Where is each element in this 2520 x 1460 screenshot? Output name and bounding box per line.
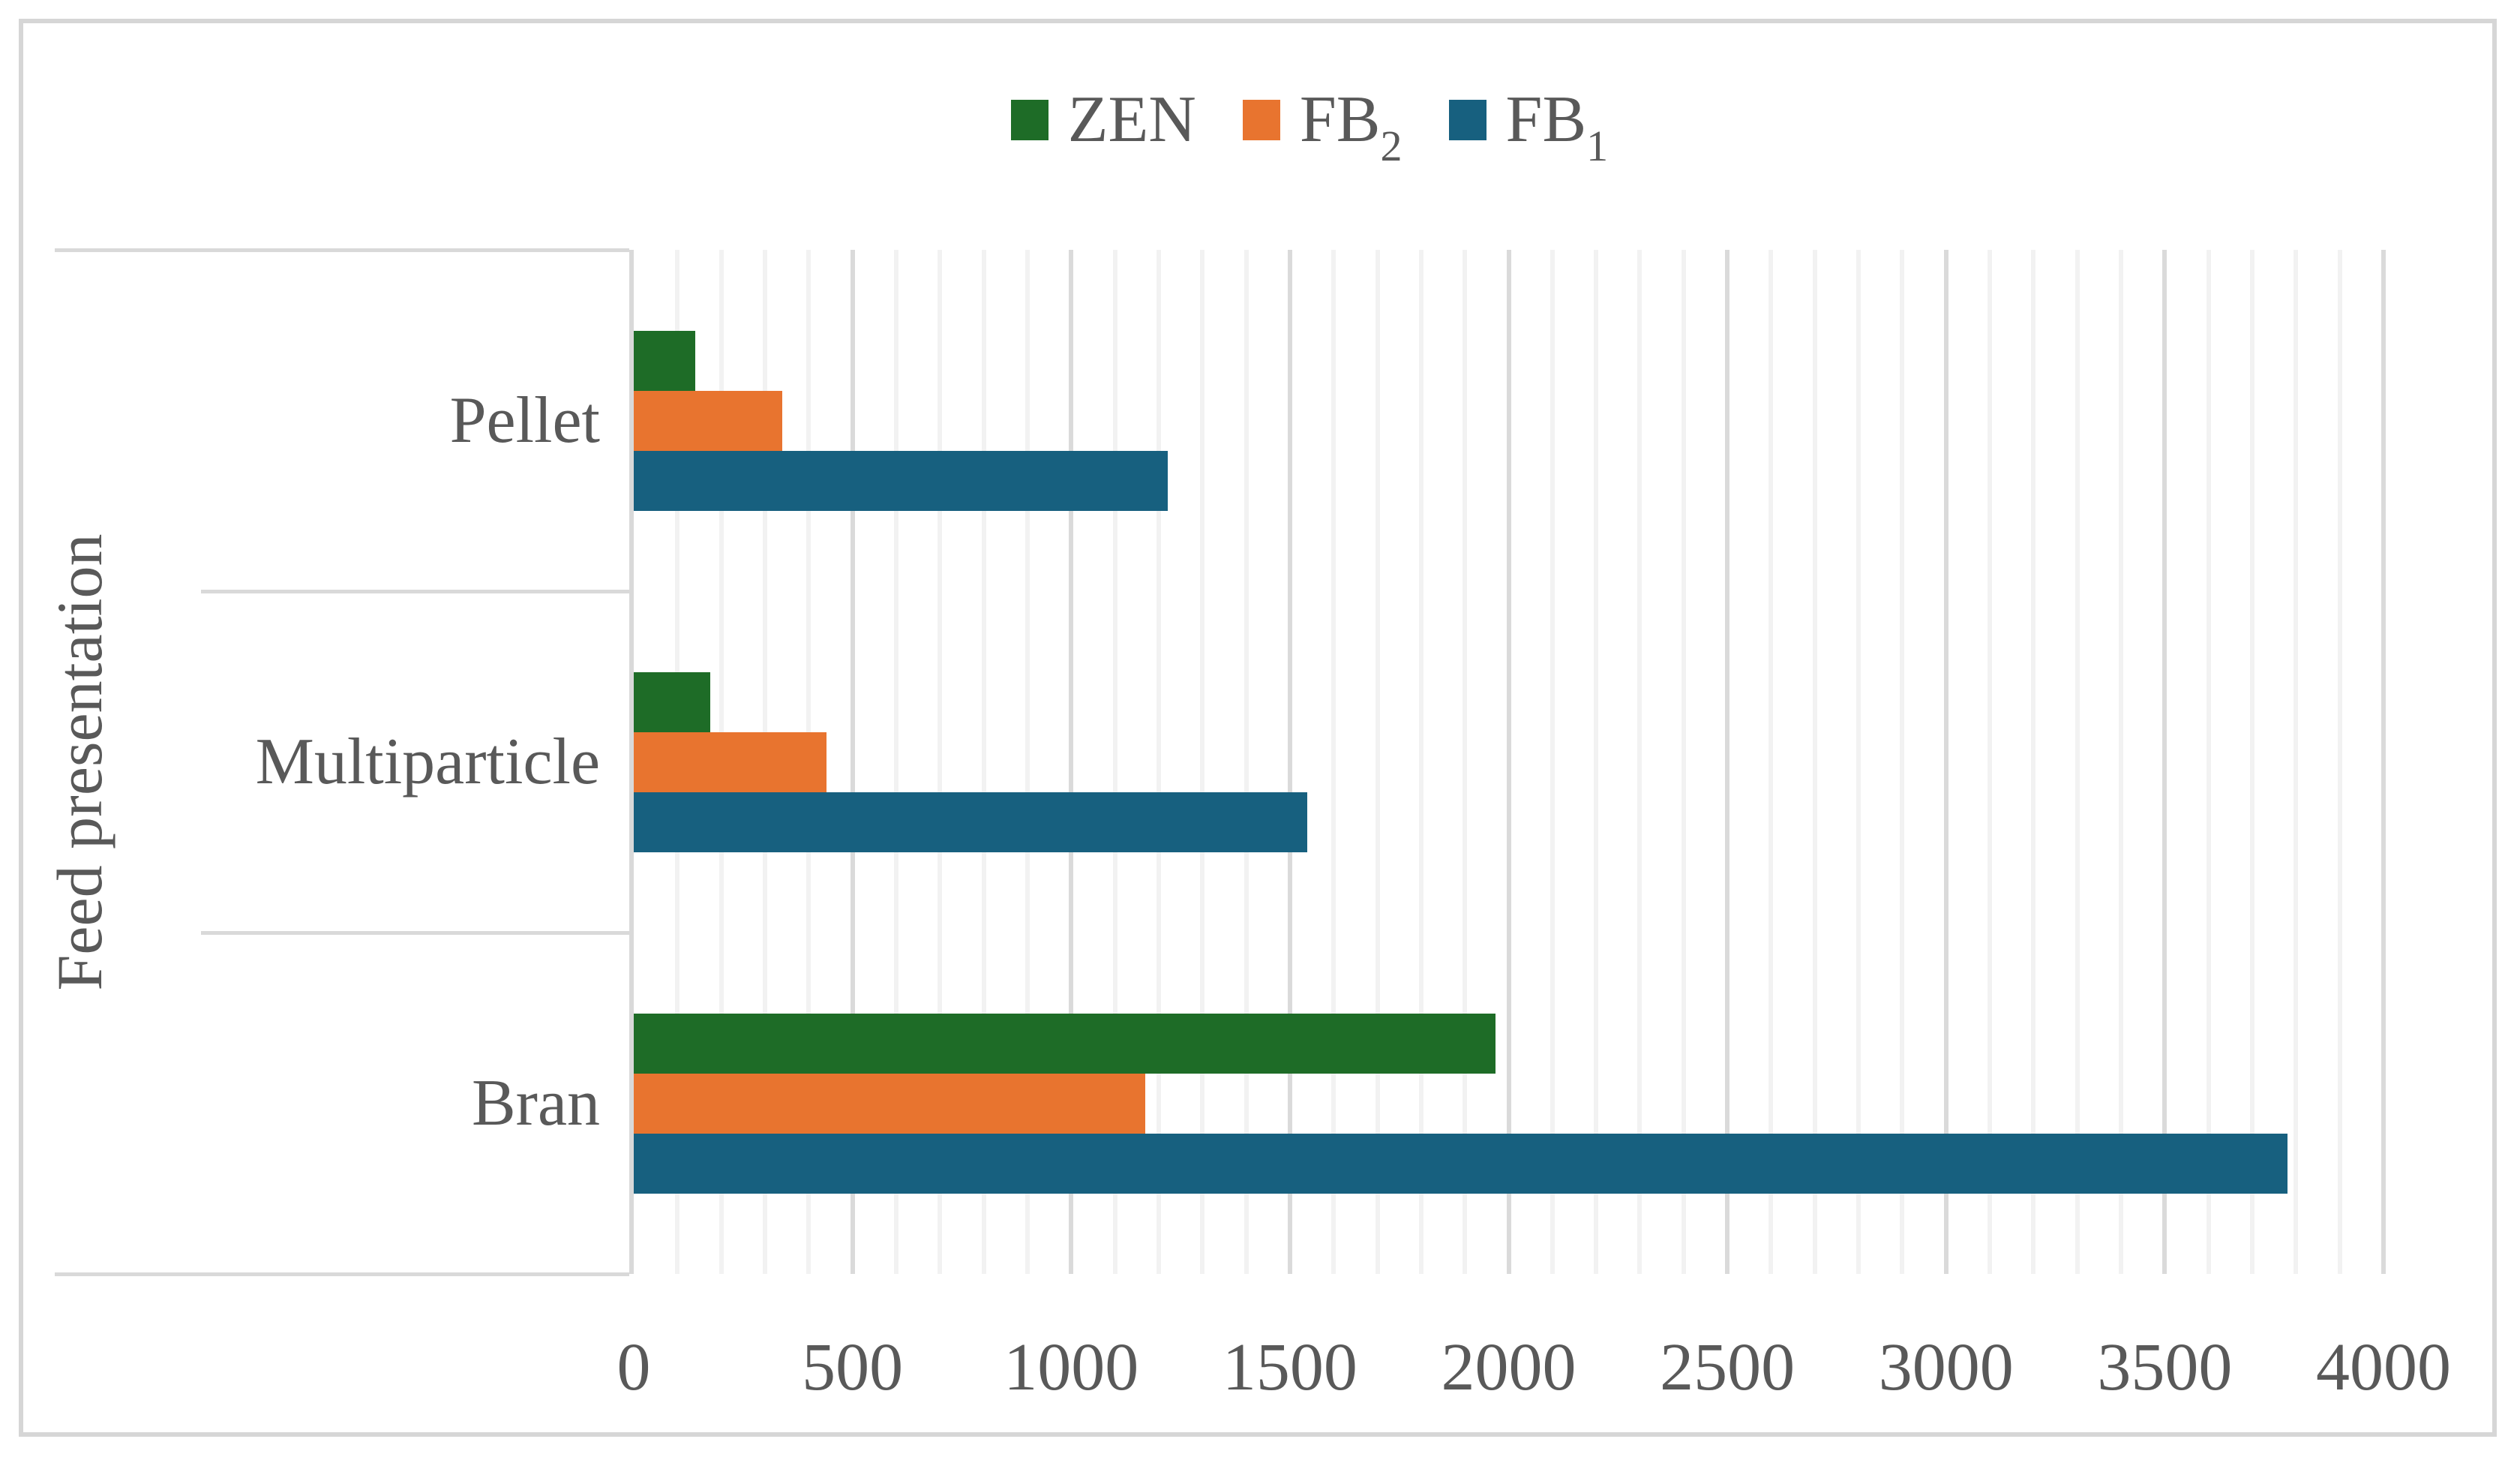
- bar-pellet-fb2: [634, 390, 783, 451]
- bar-bran-zen: [634, 1013, 1496, 1074]
- bar-multiparticle-fb1: [634, 792, 1308, 852]
- chart-legend: ZEN FB2 FB1: [99, 81, 2520, 170]
- gridline-minor-600: [893, 250, 898, 1274]
- x-tick-label-4000: 4000: [2316, 1330, 2451, 1404]
- legend-label-fb2: FB2: [1299, 83, 1402, 170]
- bar-pellet-fb1: [634, 450, 1168, 511]
- x-tick-label-3000: 3000: [1878, 1330, 2014, 1404]
- legend-item-zen: ZEN: [1010, 83, 1196, 156]
- x-tick-label-1000: 1000: [1004, 1330, 1139, 1404]
- category-divider-3: [55, 1272, 629, 1276]
- gridline-minor-2700: [1812, 250, 1817, 1274]
- gridline-minor-2200: [1594, 250, 1599, 1274]
- legend-swatch-fb1: [1448, 100, 1486, 140]
- category-divider-2: [201, 931, 629, 935]
- category-divider-0: [55, 248, 629, 252]
- gridline-minor-3200: [2031, 250, 2036, 1274]
- bar-multiparticle-fb2: [634, 732, 826, 792]
- gridline-major-1000: [1069, 250, 1074, 1274]
- gridline-minor-1400: [1244, 250, 1249, 1274]
- gridline-minor-2600: [1768, 250, 1774, 1274]
- gridline-minor-1900: [1462, 250, 1468, 1274]
- bar-bran-fb2: [634, 1073, 1146, 1134]
- gridline-minor-1300: [1200, 250, 1205, 1274]
- gridline-minor-3600: [2206, 250, 2211, 1274]
- gridline-minor-2800: [1856, 250, 1862, 1274]
- gridline-minor-700: [938, 250, 943, 1274]
- gridline-minor-3700: [2250, 250, 2255, 1274]
- gridline-minor-2300: [1637, 250, 1642, 1274]
- gridline-minor-2900: [1900, 250, 1905, 1274]
- gridline-major-2500: [1725, 250, 1730, 1274]
- category-divider-1: [201, 590, 629, 593]
- gridline-minor-3900: [2337, 250, 2342, 1274]
- gridline-major-1500: [1287, 250, 1292, 1274]
- x-tick-label-0: 0: [616, 1330, 651, 1404]
- category-axis-line: [629, 250, 634, 1274]
- legend-swatch-fb2: [1242, 100, 1280, 140]
- legend-label-zen: ZEN: [1067, 83, 1196, 156]
- gridline-minor-1200: [1156, 250, 1161, 1274]
- gridline-major-3500: [2162, 250, 2168, 1274]
- gridline-minor-2100: [1550, 250, 1555, 1274]
- bar-bran-fb1: [634, 1133, 2288, 1194]
- gridline-major-4000: [2381, 250, 2386, 1274]
- gridline-minor-3100: [1988, 250, 1993, 1274]
- bar-pellet-zen: [634, 330, 695, 391]
- category-label-pellet: Pellet: [449, 383, 600, 457]
- category-label-bran: Bran: [471, 1066, 600, 1140]
- legend-label-fb1: FB1: [1505, 83, 1609, 170]
- gridline-minor-900: [1024, 250, 1030, 1274]
- category-label-multiparticle: Multiparticle: [255, 725, 600, 798]
- gridline-minor-3800: [2294, 250, 2299, 1274]
- gridline-minor-1100: [1112, 250, 1118, 1274]
- gridline-minor-2400: [1681, 250, 1686, 1274]
- x-tick-label-2000: 2000: [1441, 1330, 1576, 1404]
- gridline-minor-800: [981, 250, 986, 1274]
- gridline-minor-1700: [1375, 250, 1380, 1274]
- legend-swatch-zen: [1010, 100, 1048, 140]
- x-tick-label-2500: 2500: [1660, 1330, 1796, 1404]
- x-tick-label-1500: 1500: [1222, 1330, 1358, 1404]
- y-axis-title: Feed presentation: [44, 533, 116, 991]
- figure-border: [19, 19, 2497, 1437]
- plot-area: [629, 250, 2386, 1274]
- gridline-minor-1600: [1331, 250, 1336, 1274]
- gridline-minor-1800: [1418, 250, 1424, 1274]
- gridline-major-2000: [1506, 250, 1511, 1274]
- bar-multiparticle-zen: [634, 671, 711, 732]
- gridline-minor-3400: [2119, 250, 2124, 1274]
- gridline-major-500: [850, 250, 855, 1274]
- legend-item-fb2: FB2: [1242, 83, 1402, 170]
- x-tick-label-3500: 3500: [2097, 1330, 2233, 1404]
- legend-item-fb1: FB1: [1448, 83, 1609, 170]
- gridline-major-3000: [1943, 250, 1948, 1274]
- gridline-minor-3300: [2074, 250, 2080, 1274]
- x-tick-label-500: 500: [802, 1330, 904, 1404]
